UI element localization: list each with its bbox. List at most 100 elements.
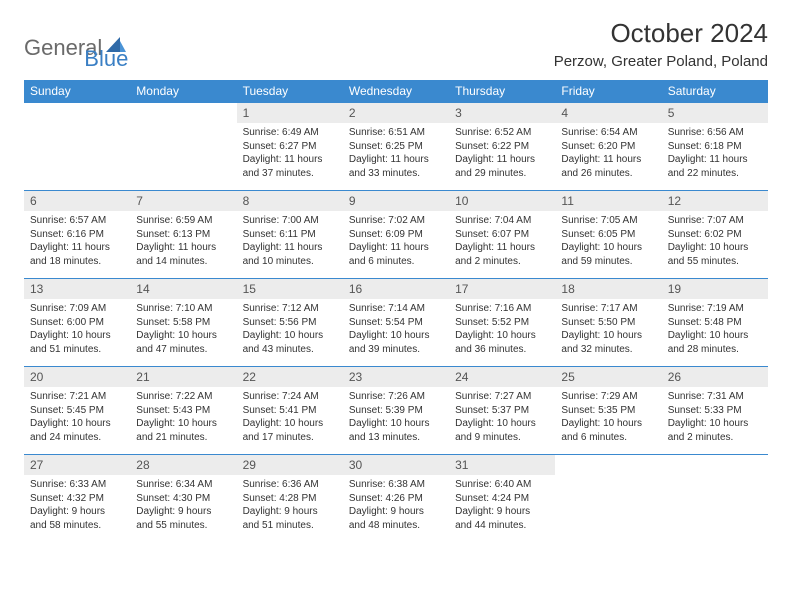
daylight-text2: and 33 minutes. (349, 167, 443, 181)
sunrise-text: Sunrise: 7:07 AM (668, 214, 762, 228)
daylight-text2: and 39 minutes. (349, 343, 443, 357)
daynum-row: 6789101112 (24, 191, 768, 212)
daylight-text2: and 55 minutes. (668, 255, 762, 269)
daynum-cell: 22 (237, 367, 343, 388)
sunset-text: Sunset: 4:28 PM (243, 492, 337, 506)
daynum-cell: 24 (449, 367, 555, 388)
daylight-text: Daylight: 10 hours (668, 417, 762, 431)
sunrise-text: Sunrise: 6:56 AM (668, 126, 762, 140)
detail-cell: Sunrise: 7:21 AMSunset: 5:45 PMDaylight:… (24, 387, 130, 455)
sunrise-text: Sunrise: 6:59 AM (136, 214, 230, 228)
sunrise-text: Sunrise: 7:09 AM (30, 302, 124, 316)
daylight-text2: and 2 minutes. (668, 431, 762, 445)
sunrise-text: Sunrise: 7:02 AM (349, 214, 443, 228)
dayhead-fri: Friday (555, 80, 661, 103)
detail-cell: Sunrise: 7:19 AMSunset: 5:48 PMDaylight:… (662, 299, 768, 367)
daynum-cell (555, 455, 661, 476)
daylight-text: Daylight: 10 hours (136, 417, 230, 431)
daylight-text2: and 58 minutes. (30, 519, 124, 533)
daynum-cell: 3 (449, 103, 555, 124)
daylight-text2: and 24 minutes. (30, 431, 124, 445)
daynum-cell: 1 (237, 103, 343, 124)
daylight-text: Daylight: 10 hours (561, 241, 655, 255)
sunset-text: Sunset: 6:18 PM (668, 140, 762, 154)
detail-cell: Sunrise: 7:02 AMSunset: 6:09 PMDaylight:… (343, 211, 449, 279)
sunset-text: Sunset: 5:33 PM (668, 404, 762, 418)
daylight-text: Daylight: 10 hours (243, 329, 337, 343)
sunrise-text: Sunrise: 6:54 AM (561, 126, 655, 140)
daylight-text2: and 51 minutes. (243, 519, 337, 533)
daylight-text2: and 22 minutes. (668, 167, 762, 181)
sunrise-text: Sunrise: 6:34 AM (136, 478, 230, 492)
detail-row: Sunrise: 6:49 AMSunset: 6:27 PMDaylight:… (24, 123, 768, 191)
detail-cell: Sunrise: 6:52 AMSunset: 6:22 PMDaylight:… (449, 123, 555, 191)
sunrise-text: Sunrise: 6:57 AM (30, 214, 124, 228)
detail-cell: Sunrise: 7:16 AMSunset: 5:52 PMDaylight:… (449, 299, 555, 367)
sunset-text: Sunset: 5:43 PM (136, 404, 230, 418)
daylight-text2: and 44 minutes. (455, 519, 549, 533)
detail-cell: Sunrise: 7:24 AMSunset: 5:41 PMDaylight:… (237, 387, 343, 455)
sunrise-text: Sunrise: 6:36 AM (243, 478, 337, 492)
daylight-text: Daylight: 9 hours (136, 505, 230, 519)
detail-cell: Sunrise: 6:33 AMSunset: 4:32 PMDaylight:… (24, 475, 130, 536)
daylight-text: Daylight: 11 hours (455, 153, 549, 167)
dayhead-wed: Wednesday (343, 80, 449, 103)
daylight-text: Daylight: 10 hours (561, 417, 655, 431)
daylight-text2: and 32 minutes. (561, 343, 655, 357)
detail-cell: Sunrise: 7:09 AMSunset: 6:00 PMDaylight:… (24, 299, 130, 367)
sunrise-text: Sunrise: 7:16 AM (455, 302, 549, 316)
detail-cell: Sunrise: 6:54 AMSunset: 6:20 PMDaylight:… (555, 123, 661, 191)
detail-cell: Sunrise: 6:51 AMSunset: 6:25 PMDaylight:… (343, 123, 449, 191)
daylight-text2: and 2 minutes. (455, 255, 549, 269)
daylight-text: Daylight: 11 hours (668, 153, 762, 167)
daynum-row: 2728293031 (24, 455, 768, 476)
day-header-row: Sunday Monday Tuesday Wednesday Thursday… (24, 80, 768, 103)
sunrise-text: Sunrise: 7:31 AM (668, 390, 762, 404)
sunset-text: Sunset: 6:05 PM (561, 228, 655, 242)
detail-cell: Sunrise: 7:22 AMSunset: 5:43 PMDaylight:… (130, 387, 236, 455)
daylight-text2: and 48 minutes. (349, 519, 443, 533)
daylight-text: Daylight: 10 hours (136, 329, 230, 343)
daylight-text2: and 6 minutes. (561, 431, 655, 445)
sunrise-text: Sunrise: 7:22 AM (136, 390, 230, 404)
daynum-cell: 14 (130, 279, 236, 300)
sunset-text: Sunset: 6:25 PM (349, 140, 443, 154)
daylight-text: Daylight: 10 hours (243, 417, 337, 431)
daynum-cell: 15 (237, 279, 343, 300)
month-title: October 2024 (554, 18, 768, 49)
detail-cell: Sunrise: 6:38 AMSunset: 4:26 PMDaylight:… (343, 475, 449, 536)
daynum-cell: 21 (130, 367, 236, 388)
detail-cell: Sunrise: 6:59 AMSunset: 6:13 PMDaylight:… (130, 211, 236, 279)
daylight-text: Daylight: 10 hours (561, 329, 655, 343)
detail-cell: Sunrise: 7:12 AMSunset: 5:56 PMDaylight:… (237, 299, 343, 367)
daynum-cell: 19 (662, 279, 768, 300)
daylight-text2: and 28 minutes. (668, 343, 762, 357)
sunrise-text: Sunrise: 6:49 AM (243, 126, 337, 140)
dayhead-sat: Saturday (662, 80, 768, 103)
daylight-text: Daylight: 10 hours (30, 417, 124, 431)
detail-cell: Sunrise: 7:07 AMSunset: 6:02 PMDaylight:… (662, 211, 768, 279)
daylight-text: Daylight: 11 hours (349, 153, 443, 167)
detail-cell: Sunrise: 7:04 AMSunset: 6:07 PMDaylight:… (449, 211, 555, 279)
daylight-text: Daylight: 9 hours (349, 505, 443, 519)
sunset-text: Sunset: 6:16 PM (30, 228, 124, 242)
location-text: Perzow, Greater Poland, Poland (554, 53, 768, 70)
daynum-cell (662, 455, 768, 476)
daylight-text2: and 14 minutes. (136, 255, 230, 269)
sunset-text: Sunset: 6:11 PM (243, 228, 337, 242)
daynum-cell: 27 (24, 455, 130, 476)
daylight-text2: and 10 minutes. (243, 255, 337, 269)
sunrise-text: Sunrise: 6:51 AM (349, 126, 443, 140)
daynum-cell: 6 (24, 191, 130, 212)
daylight-text: Daylight: 11 hours (136, 241, 230, 255)
daylight-text: Daylight: 11 hours (455, 241, 549, 255)
sunset-text: Sunset: 4:30 PM (136, 492, 230, 506)
sunrise-text: Sunrise: 6:33 AM (30, 478, 124, 492)
sunrise-text: Sunrise: 7:04 AM (455, 214, 549, 228)
sunrise-text: Sunrise: 6:38 AM (349, 478, 443, 492)
daylight-text: Daylight: 10 hours (349, 417, 443, 431)
daylight-text: Daylight: 10 hours (668, 241, 762, 255)
daylight-text: Daylight: 10 hours (30, 329, 124, 343)
detail-cell: Sunrise: 7:10 AMSunset: 5:58 PMDaylight:… (130, 299, 236, 367)
daynum-row: 20212223242526 (24, 367, 768, 388)
